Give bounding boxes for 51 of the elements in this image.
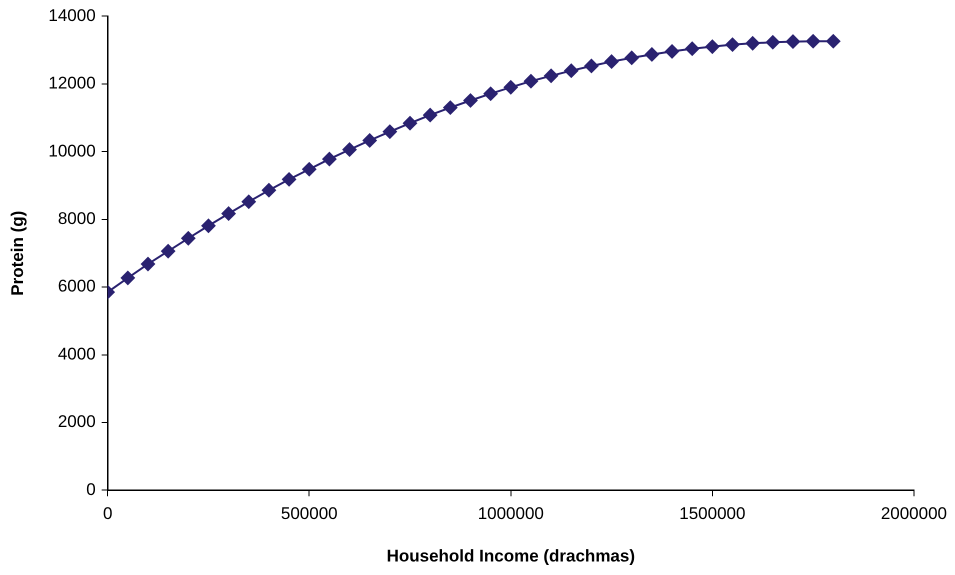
point: [382, 124, 397, 139]
point: [423, 108, 438, 122]
y-axis-title: Protein (g): [8, 210, 27, 296]
point: [746, 36, 760, 50]
y-tick-label: 14000: [48, 6, 96, 25]
y-tick-label: 10000: [48, 141, 96, 160]
point: [322, 152, 336, 166]
point: [665, 44, 680, 58]
point: [584, 58, 598, 73]
point: [766, 35, 780, 50]
point: [624, 50, 639, 65]
point: [544, 68, 558, 83]
point: [685, 42, 700, 56]
point: [484, 86, 498, 101]
x-axis-title: Household Income (drachmas): [386, 546, 636, 566]
point: [342, 142, 357, 157]
x-tick-label: 1000000: [478, 504, 544, 524]
point: [705, 40, 720, 54]
point: [201, 218, 216, 233]
point: [806, 34, 820, 48]
y-tick-label: 4000: [58, 344, 96, 364]
y-tick-label: 12000: [48, 74, 96, 93]
y-tick-label: 8000: [58, 209, 96, 228]
point: [604, 54, 619, 69]
point: [644, 47, 659, 62]
y-tick-label: 2000: [58, 412, 96, 432]
point: [282, 172, 296, 186]
point: [140, 257, 155, 272]
x-tick-label: 1500000: [679, 504, 746, 524]
x-tick-label: 2000000: [880, 504, 948, 524]
point: [564, 64, 578, 78]
point: [504, 80, 518, 94]
point: [362, 133, 377, 148]
point: [463, 94, 478, 108]
point: [786, 34, 800, 49]
point: [181, 231, 196, 246]
point: [826, 34, 840, 48]
x-tick-label: 0: [102, 504, 112, 524]
point: [262, 183, 276, 198]
y-tick-label: 6000: [58, 276, 96, 296]
point: [403, 116, 418, 130]
point: [120, 270, 135, 285]
point: [443, 100, 458, 115]
point: [242, 194, 256, 209]
y-tick-label: 0: [86, 480, 96, 499]
point: [161, 244, 176, 258]
point: [222, 206, 236, 221]
point: [524, 74, 538, 88]
point: [302, 162, 316, 176]
x-tick-label: 500000: [280, 504, 338, 524]
point: [726, 38, 740, 52]
